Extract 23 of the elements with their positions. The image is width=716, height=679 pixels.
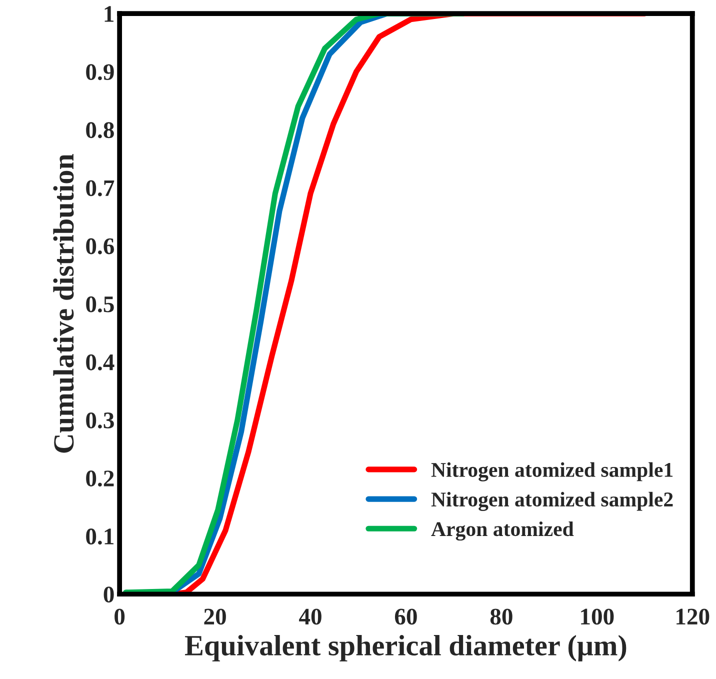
y-tick-label: 0.8 xyxy=(86,122,114,138)
y-tick-label: 0.2 xyxy=(86,470,114,487)
y-tick-label: 0.9 xyxy=(86,64,114,80)
x-tick-label: 80 xyxy=(490,608,512,625)
y-tick-label: 0.4 xyxy=(86,354,114,370)
y-tick-label: 0 xyxy=(104,586,114,603)
x-tick-label: 120 xyxy=(676,608,710,625)
x-tick-label: 0 xyxy=(114,608,125,625)
y-axis-title: Cumulative distribution xyxy=(53,154,74,453)
x-tick-label: 60 xyxy=(394,608,417,625)
x-tick-label: 20 xyxy=(204,608,226,625)
legend-label: Nitrogen atomized sample2 xyxy=(431,492,673,511)
y-tick-label: 0.6 xyxy=(86,238,114,254)
y-tick-label: 0.3 xyxy=(86,412,114,428)
y-tick-label: 1 xyxy=(104,6,114,22)
x-tick-label: 40 xyxy=(299,608,322,625)
legend-label: Nitrogen atomized sample1 xyxy=(431,462,673,482)
legend-label: Argon atomized xyxy=(431,521,574,541)
x-axis-title: Equivalent spherical diameter (μm) xyxy=(185,634,626,662)
x-tick-label: 100 xyxy=(581,608,614,625)
y-tick-label: 0.1 xyxy=(86,528,114,545)
y-tick-label: 0.7 xyxy=(86,180,114,196)
y-tick-label: 0.5 xyxy=(86,296,114,312)
